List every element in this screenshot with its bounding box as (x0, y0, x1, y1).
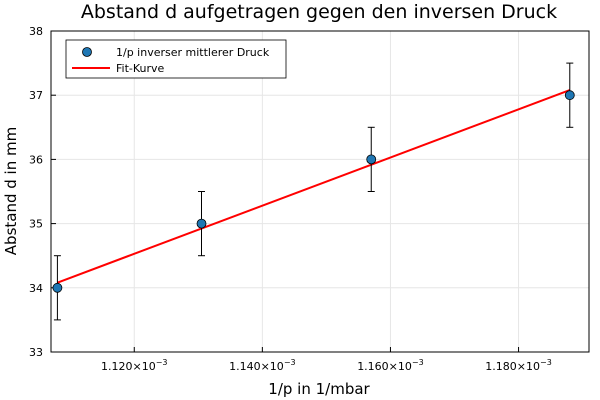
data-point (366, 154, 377, 165)
x-tick-label: 1.120×10−3 (101, 358, 168, 373)
legend: 1/p inverser mittlerer Druck Fit-Kurve (65, 39, 287, 79)
chart-title: Abstand d aufgetragen gegen den inversen… (81, 1, 557, 23)
data-point (196, 218, 207, 229)
points-layer (52, 62, 575, 321)
fit-curve (57, 89, 571, 284)
axis-ticks: 1.120×10−3 1.140×10−3 1.160×10−3 1.180×10−3… (29, 25, 552, 373)
y-tick-label: 33 (29, 346, 43, 359)
x-tick-label: 1.180×10−3 (485, 358, 552, 373)
legend-label-scatter: 1/p inverser mittlerer Druck (116, 46, 270, 59)
y-tick-label: 35 (29, 218, 43, 231)
legend-box (65, 39, 287, 79)
legend-label-fit: Fit-Kurve (116, 62, 165, 75)
y-tick-label: 34 (29, 282, 43, 295)
x-tick-label: 1.160×10−3 (357, 358, 424, 373)
x-axis-label: 1/p in 1/mbar (268, 380, 370, 398)
fit-layer (57, 89, 571, 284)
grid (51, 30, 589, 353)
y-tick-label: 37 (29, 89, 43, 102)
data-point (52, 282, 63, 293)
y-axis-label: Abstand d in mm (2, 127, 20, 255)
y-tick-label: 36 (29, 153, 43, 166)
legend-marker-scatter (82, 47, 92, 57)
y-tick-label: 38 (29, 25, 43, 38)
x-tick-label: 1.140×10−3 (229, 358, 296, 373)
data-point (564, 90, 575, 101)
plot-frame (50, 30, 590, 353)
